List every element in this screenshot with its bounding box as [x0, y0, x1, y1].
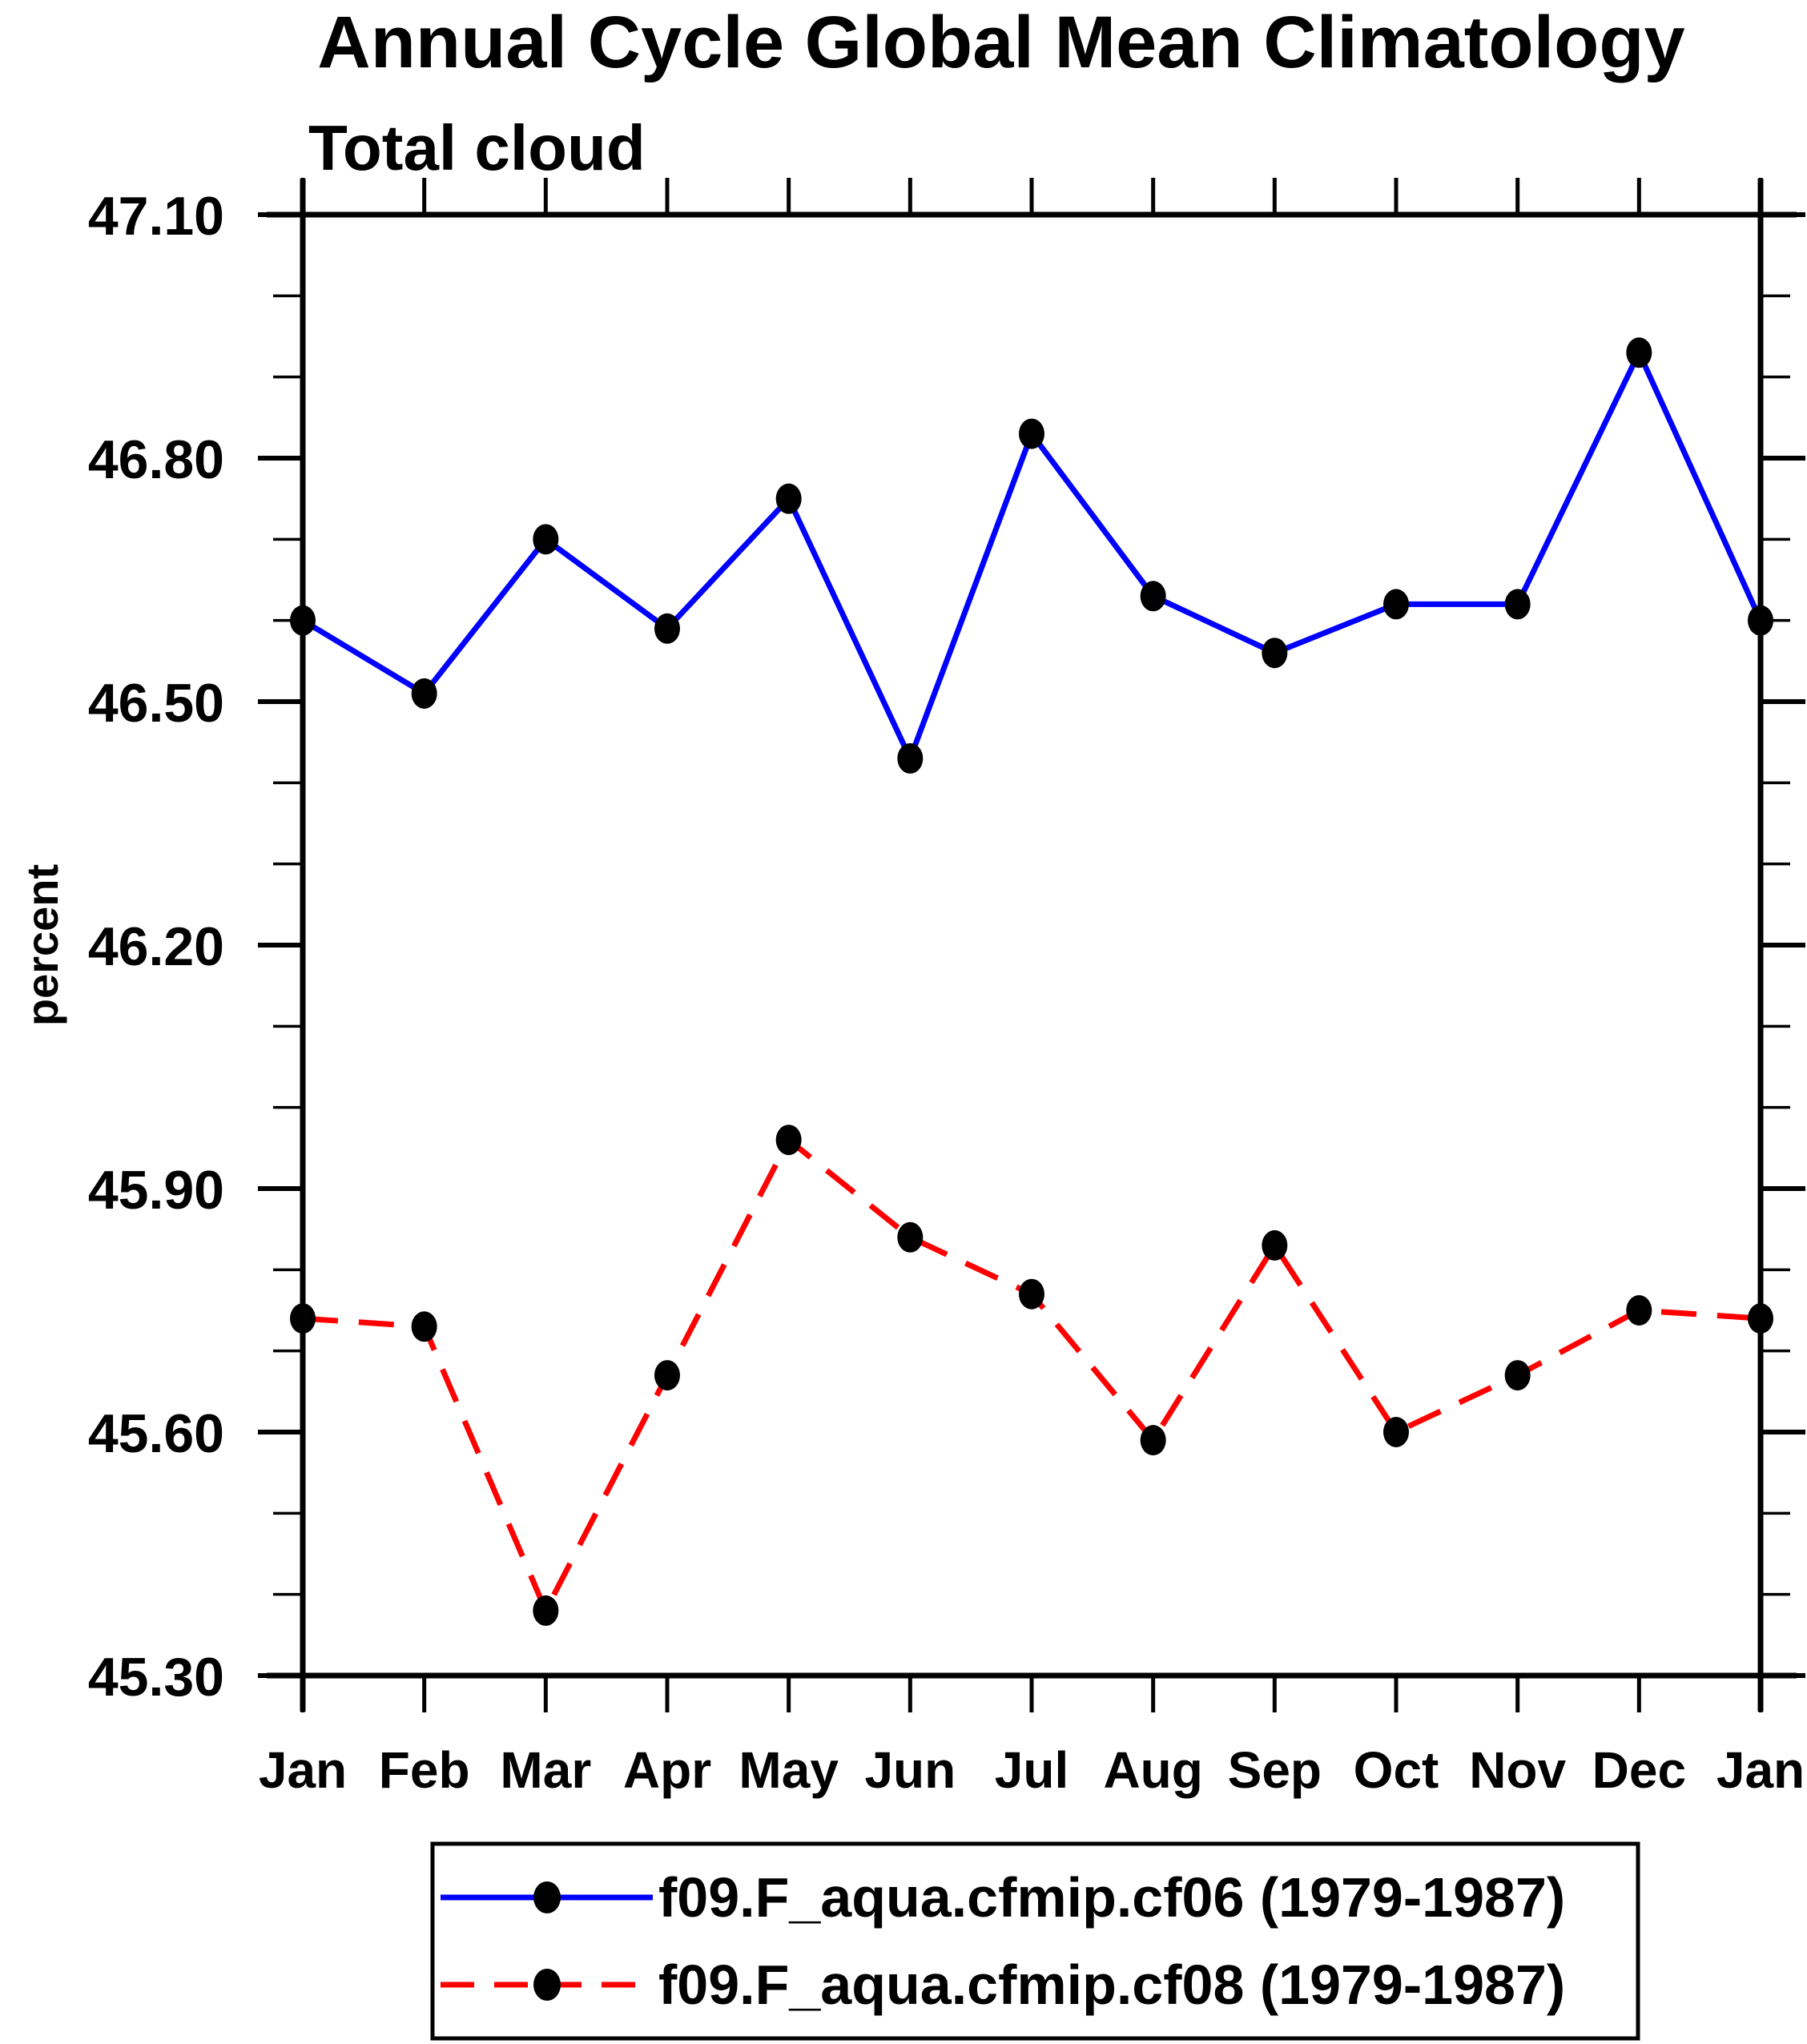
- y-axis-tick-label: 45.30: [88, 1647, 224, 1708]
- x-axis-tick-label: Oct: [1354, 1741, 1439, 1799]
- legend-marker-icon: [533, 1881, 561, 1913]
- data-point: [775, 483, 802, 514]
- x-axis-tick-label: Mar: [500, 1741, 591, 1799]
- chart-subtitle: Total cloud: [308, 112, 646, 183]
- legend-label-cf08: f09.F_aqua.cfmip.cf08 (1979-1987): [658, 1953, 1565, 2016]
- x-axis-tick-label: Feb: [379, 1741, 470, 1799]
- y-axis-tick-label: 45.90: [88, 1160, 224, 1221]
- x-axis-tick-label: Jan: [1716, 1741, 1805, 1799]
- legend-marker-icon: [533, 1969, 561, 2001]
- data-point: [654, 613, 680, 644]
- data-point: [654, 1360, 680, 1391]
- y-axis-tick-label: 45.60: [88, 1403, 224, 1464]
- data-point: [775, 1125, 802, 1156]
- data-point: [1748, 1303, 1773, 1334]
- legend-box: [430, 1841, 1640, 2041]
- data-point: [1140, 1425, 1166, 1456]
- data-point: [1626, 1295, 1652, 1326]
- series-line-cf06: [301, 346, 1764, 766]
- x-axis-tick-label: Jan: [259, 1741, 347, 1799]
- data-point: [1019, 1278, 1044, 1310]
- data-point: [290, 1303, 316, 1334]
- x-axis-tick-label: Nov: [1469, 1741, 1566, 1799]
- data-point: [1626, 337, 1652, 368]
- data-point: [1504, 589, 1531, 620]
- data-point: [533, 1595, 559, 1626]
- x-axis-tick-label: Jul: [995, 1741, 1069, 1799]
- data-point: [897, 1221, 924, 1253]
- y-axis-tick-label: 46.80: [88, 429, 224, 490]
- axes-layer: Jan Feb Mar Apr May Jun Jul Aug Sep Oct Nov Dec Jan 4…: [88, 178, 1805, 1799]
- data-point: [1383, 1417, 1409, 1447]
- data-point: [290, 605, 316, 636]
- legend: f09.F_aqua.cfmip.cf06 (1979-1987) f09.F_…: [430, 1841, 1640, 2041]
- data-point: [1262, 1229, 1288, 1261]
- x-axis-tick-label: Apr: [623, 1741, 711, 1799]
- series-line-cf08: [302, 1135, 1761, 1618]
- legend-label-cf06: f09.F_aqua.cfmip.cf06 (1979-1987): [658, 1866, 1565, 1929]
- data-point: [1504, 1360, 1531, 1391]
- x-axis-tick-label: Jun: [864, 1741, 956, 1799]
- data-point: [1262, 638, 1288, 669]
- data-point: [1383, 589, 1409, 620]
- data-point: [1019, 418, 1044, 449]
- data-point: [1140, 581, 1166, 612]
- y-axis-tick-label: 47.10: [88, 186, 224, 247]
- data-point: [897, 742, 924, 774]
- legend-entry-cf08: f09.F_aqua.cfmip.cf08 (1979-1987): [441, 1953, 1565, 2016]
- series-layer: [290, 337, 1773, 1626]
- x-axis-tick-label: Aug: [1103, 1741, 1202, 1799]
- chart-title: Annual Cycle Global Mean Climatology: [317, 2, 1684, 83]
- y-axis-tick-label: 46.50: [88, 673, 224, 734]
- legend-entry-cf06: f09.F_aqua.cfmip.cf06 (1979-1987): [441, 1866, 1565, 1929]
- y-axis-tick-label: 46.20: [88, 916, 224, 977]
- data-point: [1748, 605, 1773, 636]
- x-axis-tick-label: May: [738, 1741, 839, 1799]
- data-point: [411, 678, 437, 709]
- x-axis-tick-label: Sep: [1228, 1741, 1322, 1799]
- x-axis-tick-label: Dec: [1592, 1741, 1686, 1799]
- data-point: [533, 524, 559, 555]
- y-axis-label: percent: [17, 864, 67, 1026]
- data-point: [411, 1311, 437, 1342]
